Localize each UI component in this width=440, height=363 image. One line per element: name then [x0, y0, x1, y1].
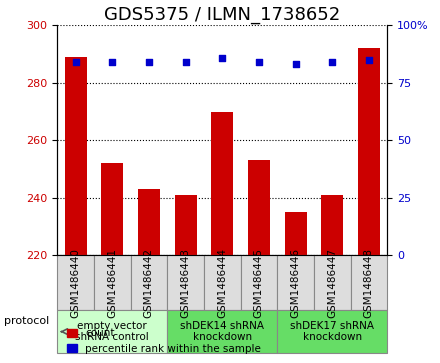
Point	[145, 59, 152, 65]
Bar	[358, 48, 380, 255]
Point	[72, 59, 79, 65]
Text: GSM1486445: GSM1486445	[254, 248, 264, 318]
Bar	[101, 163, 123, 255]
Bar	[138, 189, 160, 255]
Point	[329, 59, 336, 65]
Point	[365, 57, 372, 63]
FancyBboxPatch shape	[314, 255, 351, 310]
FancyBboxPatch shape	[351, 255, 387, 310]
Legend: count, percentile rank within the sample: count, percentile rank within the sample	[62, 324, 265, 358]
Text: empty vector
shRNA control: empty vector shRNA control	[75, 321, 149, 342]
FancyBboxPatch shape	[277, 310, 387, 353]
Text: GSM1486440: GSM1486440	[70, 248, 81, 318]
Text: GSM1486448: GSM1486448	[364, 248, 374, 318]
Text: shDEK17 shRNA
knockdown: shDEK17 shRNA knockdown	[290, 321, 374, 342]
Bar	[65, 57, 87, 255]
FancyBboxPatch shape	[131, 255, 167, 310]
Text: GSM1486441: GSM1486441	[107, 248, 117, 318]
Point	[255, 59, 262, 65]
FancyBboxPatch shape	[57, 310, 167, 353]
Point	[182, 59, 189, 65]
Bar	[248, 160, 270, 255]
Text: GSM1486446: GSM1486446	[290, 248, 301, 318]
FancyBboxPatch shape	[94, 255, 131, 310]
FancyBboxPatch shape	[241, 255, 277, 310]
Point	[219, 55, 226, 61]
FancyBboxPatch shape	[167, 255, 204, 310]
Bar	[175, 195, 197, 255]
Bar	[321, 195, 343, 255]
Point	[109, 59, 116, 65]
Bar	[285, 212, 307, 255]
FancyBboxPatch shape	[277, 255, 314, 310]
Point	[292, 62, 299, 68]
Text: protocol: protocol	[4, 316, 50, 326]
Bar	[211, 111, 233, 255]
FancyBboxPatch shape	[204, 255, 241, 310]
FancyBboxPatch shape	[57, 255, 94, 310]
Text: GSM1486447: GSM1486447	[327, 248, 337, 318]
Text: GSM1486444: GSM1486444	[217, 248, 227, 318]
Title: GDS5375 / ILMN_1738652: GDS5375 / ILMN_1738652	[104, 6, 340, 24]
FancyBboxPatch shape	[167, 310, 277, 353]
Text: shDEK14 shRNA
knockdown: shDEK14 shRNA knockdown	[180, 321, 264, 342]
Text: GSM1486443: GSM1486443	[180, 248, 191, 318]
Text: GSM1486442: GSM1486442	[144, 248, 154, 318]
